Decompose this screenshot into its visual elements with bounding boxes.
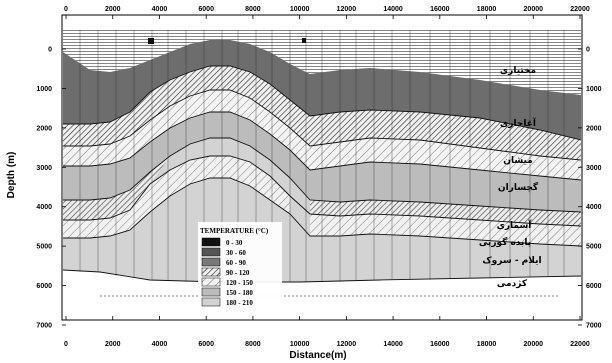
x-axis-top-ticks: 0 2000 4000 6000 8000 10000 12000 14000 16000 180… bbox=[64, 6, 590, 19]
y-tick-left-label: 7000 bbox=[36, 323, 52, 330]
formation-label-gachsaran: گچساران bbox=[498, 181, 539, 193]
formation-boundaries bbox=[63, 65, 581, 283]
x-tick-bottom-label: 14000 bbox=[383, 341, 403, 348]
formation-label-aghajari: آغاجاری bbox=[500, 117, 537, 129]
x-tick-top-label: 6000 bbox=[198, 6, 214, 13]
y-axis-right-ticks: 0 1000 2000 3000 4000 5000 6000 7000 bbox=[578, 47, 602, 330]
vertical-grid bbox=[79, 30, 565, 282]
y-tick-left-label: 5000 bbox=[36, 244, 52, 251]
legend-swatch bbox=[201, 257, 221, 267]
legend-title: TEMPERATURE (°C) bbox=[200, 227, 269, 235]
y-tick-left-label: 4000 bbox=[36, 204, 52, 211]
x-tick-top-label: 12000 bbox=[337, 6, 357, 13]
formation-label-kazhdumi: کژدمی bbox=[497, 279, 528, 289]
y-tick-right-label: 1000 bbox=[586, 86, 602, 93]
x-tick-top-label: 18000 bbox=[477, 6, 497, 13]
legend-label: 120 - 150 bbox=[226, 279, 253, 287]
formation-label-mishan: میشان bbox=[503, 156, 532, 166]
x-tick-bottom-label: 22000 bbox=[570, 341, 590, 348]
x-tick-top-label: 22000 bbox=[570, 6, 590, 13]
x-tick-top-label: 20000 bbox=[524, 6, 544, 13]
zone-150-180 bbox=[63, 112, 581, 212]
y-axis-left-ticks: 0 1000 2000 3000 4000 5000 6000 7000 bbox=[36, 47, 66, 330]
legend-swatch bbox=[201, 267, 221, 277]
legend-swatch bbox=[201, 287, 221, 297]
legend-label: 30 - 60 bbox=[226, 249, 246, 257]
y-tick-left-label: 0 bbox=[48, 47, 52, 54]
legend-label: 60 - 90 bbox=[226, 259, 246, 267]
x-tick-bottom-label: 0 bbox=[64, 341, 68, 348]
y-tick-left-label: 6000 bbox=[36, 283, 52, 290]
top-mark-1 bbox=[148, 38, 154, 44]
x-tick-bottom-label: 2000 bbox=[105, 341, 121, 348]
formation-label-top: مختیاری bbox=[500, 66, 536, 76]
x-tick-top-label: 0 bbox=[64, 6, 68, 13]
legend-label: 0 - 30 bbox=[226, 239, 243, 247]
y-axis-title: Depth (m) bbox=[6, 152, 17, 199]
top-mark-2 bbox=[302, 38, 306, 43]
temperature-legend: TEMPERATURE (°C) 0 - 30 30 - 60 60 - 90 90 … bbox=[198, 222, 282, 310]
legend-label: 180 - 210 bbox=[226, 299, 253, 307]
y-tick-left-label: 1000 bbox=[36, 86, 52, 93]
x-tick-bottom-label: 18000 bbox=[477, 341, 497, 348]
x-tick-top-label: 8000 bbox=[245, 6, 261, 13]
legend-swatch bbox=[201, 247, 221, 257]
x-tick-top-label: 4000 bbox=[152, 6, 168, 13]
zone-120-150 bbox=[63, 90, 581, 180]
y-tick-right-label: 4000 bbox=[586, 204, 602, 211]
formation-labels: مختیاری آغاجاری میشان گچساران آسماری پاب… bbox=[479, 66, 542, 289]
zone-lower-hatch-1 bbox=[63, 156, 170, 220]
y-tick-left-label: 3000 bbox=[36, 165, 52, 172]
legend-swatch bbox=[201, 297, 221, 307]
y-tick-right-label: 7000 bbox=[586, 323, 602, 330]
x-axis-bottom-ticks: 0 2000 4000 6000 8000 10000 12000 14000 16000 180… bbox=[64, 316, 590, 348]
zone-lower-hatch-2 bbox=[310, 200, 581, 226]
zone-90-120 bbox=[63, 66, 581, 160]
legend-swatch bbox=[201, 277, 221, 287]
y-tick-right-label: 3000 bbox=[586, 165, 602, 172]
y-tick-left-label: 2000 bbox=[36, 125, 52, 132]
legend-label: 150 - 180 bbox=[226, 289, 253, 297]
y-tick-right-label: 2000 bbox=[586, 125, 602, 132]
legend-swatch bbox=[201, 237, 221, 247]
x-tick-top-label: 16000 bbox=[430, 6, 450, 13]
cross-section-layers bbox=[63, 30, 581, 283]
x-tick-top-label: 14000 bbox=[383, 6, 403, 13]
x-tick-top-label: 2000 bbox=[105, 6, 121, 13]
x-tick-bottom-label: 20000 bbox=[524, 341, 544, 348]
formation-label-asmari: آسماری bbox=[497, 219, 533, 231]
x-axis-title: Distance(m) bbox=[289, 350, 346, 361]
y-tick-right-label: 5000 bbox=[586, 244, 602, 251]
x-tick-bottom-label: 10000 bbox=[290, 341, 310, 348]
x-tick-bottom-label: 4000 bbox=[152, 341, 168, 348]
x-tick-bottom-label: 6000 bbox=[198, 341, 214, 348]
y-tick-right-label: 6000 bbox=[586, 283, 602, 290]
x-tick-top-label: 10000 bbox=[290, 6, 310, 13]
x-tick-bottom-label: 12000 bbox=[337, 341, 357, 348]
y-tick-right-label: 0 bbox=[586, 47, 590, 54]
x-tick-bottom-label: 8000 bbox=[245, 341, 261, 348]
x-tick-bottom-label: 16000 bbox=[430, 341, 450, 348]
legend-entries: 0 - 30 30 - 60 60 - 90 90 - 120 120 - 150 150… bbox=[201, 237, 253, 307]
zone-lower-hatch-3 bbox=[63, 156, 290, 238]
formation-label-ilam: ایلام - سروک bbox=[482, 256, 541, 266]
formation-label-pabdeh: پابده گورپی bbox=[479, 236, 531, 248]
legend-label: 90 - 120 bbox=[226, 269, 250, 277]
zone-lower-hatch-4 bbox=[310, 214, 581, 246]
